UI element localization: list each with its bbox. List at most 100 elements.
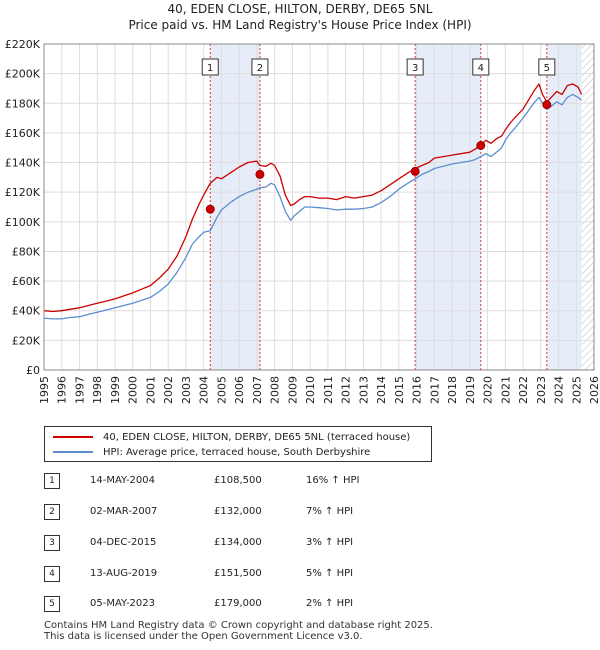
x-tick-label: 2024: [553, 376, 566, 404]
y-tick-label: £100K: [5, 216, 41, 229]
transaction-point: [476, 141, 486, 151]
x-tick-label: 2020: [482, 376, 495, 404]
plot-border: [43, 43, 595, 371]
x-tick-label: 2010: [304, 376, 317, 404]
transaction-hpi-diff: 16% ↑ HPI: [306, 475, 360, 486]
table-row: 3 04-DEC-2015 £134,000 3% ↑ HPI: [44, 535, 444, 551]
transaction-label: 2: [257, 63, 263, 74]
transaction-label-box: [406, 58, 424, 76]
transaction-price: £134,000: [214, 537, 262, 548]
y-tick-label: £160K: [5, 127, 41, 140]
hpi-line: [43, 93, 583, 320]
x-tick-label: 2011: [322, 376, 335, 404]
table-row: 1 14-MAY-2004 £108,500 16% ↑ HPI: [44, 473, 444, 489]
x-tick-label: 2015: [393, 376, 406, 404]
table-row: 5 05-MAY-2023 £179,000 2% ↑ HPI: [44, 596, 444, 612]
transaction-hpi-diff: 7% ↑ HPI: [306, 506, 354, 517]
y-tick-label: £20K: [12, 334, 41, 347]
transaction-point: [542, 100, 552, 110]
price-chart: 1 2 3 4 5 £0 £20K £40K £60K £80K £100K £120K £140K £…: [5, 38, 600, 404]
transaction-date: 02-MAR-2007: [90, 506, 158, 517]
x-tick-label: 2017: [428, 376, 441, 404]
x-tick-label: 2000: [127, 376, 140, 404]
transaction-number: 5: [44, 596, 60, 612]
transaction-price: £108,500: [214, 475, 262, 486]
x-tick-label: 1999: [109, 376, 122, 404]
x-tick-label: 2026: [588, 376, 600, 404]
x-tick-label: 2025: [570, 376, 583, 404]
x-tick-label: 2002: [162, 376, 175, 404]
x-tick-label: 2012: [340, 376, 353, 404]
x-tick-label: 2007: [251, 376, 264, 404]
chart-title: 40, EDEN CLOSE, HILTON, DERBY, DE65 5NL: [167, 2, 433, 16]
transaction-date: 04-DEC-2015: [90, 537, 157, 548]
x-tick-label: 2004: [198, 376, 211, 404]
legend-item-hpi: HPI: Average price, terraced house, Sout…: [53, 445, 370, 459]
transaction-number: 2: [44, 504, 60, 520]
x-tick-label: 2021: [499, 376, 512, 404]
x-tick-label: 2016: [411, 376, 424, 404]
transaction-label-box: [472, 58, 490, 76]
transaction-hpi-diff: 5% ↑ HPI: [306, 568, 354, 579]
transaction-date: 13-AUG-2019: [90, 568, 158, 579]
x-tick-label: 1995: [38, 376, 51, 404]
x-tick-label: 2005: [215, 376, 228, 404]
x-tick-label: 2013: [357, 376, 370, 404]
x-tick-label: 2023: [535, 376, 548, 404]
x-tick-label: 2006: [233, 376, 246, 404]
x-tick-label: 2022: [517, 376, 530, 404]
x-tick-label: 2003: [180, 376, 193, 404]
y-tick-label: £140K: [5, 157, 41, 170]
transaction-number: 3: [44, 535, 60, 551]
transaction-price: £179,000: [214, 598, 262, 609]
x-tick-label: 1997: [73, 376, 86, 404]
x-tick-label: 2019: [464, 376, 477, 404]
footer-copyright: Contains HM Land Registry data © Crown c…: [44, 620, 433, 631]
transaction-label-box: [201, 58, 219, 76]
transaction-label: 5: [544, 63, 550, 74]
transaction-label-box: [538, 58, 556, 76]
transaction-label: 3: [412, 63, 418, 74]
y-tick-label: £200K: [5, 68, 41, 81]
legend-swatch-property: [53, 436, 93, 438]
transaction-label: 4: [478, 63, 484, 74]
y-tick-label: £40K: [12, 305, 41, 318]
forecast-hatch: [581, 44, 594, 370]
transaction-hpi-diff: 3% ↑ HPI: [306, 537, 354, 548]
ownership-period-shade: [415, 44, 481, 370]
transaction-point: [255, 169, 265, 179]
y-tick-label: £220K: [5, 38, 41, 51]
x-tick-label: 2008: [269, 376, 282, 404]
legend-label-hpi: HPI: Average price, terraced house, Sout…: [103, 446, 371, 458]
transaction-price: £151,500: [214, 568, 262, 579]
chart-subtitle: Price paid vs. HM Land Registry's House …: [128, 18, 472, 32]
table-row: 2 02-MAR-2007 £132,000 7% ↑ HPI: [44, 504, 444, 520]
ownership-period-shade: [210, 44, 260, 370]
x-tick-label: 2018: [446, 376, 459, 404]
transaction-price: £132,000: [214, 506, 262, 517]
plot-background: [44, 44, 594, 370]
transaction-number: 4: [44, 566, 60, 582]
transaction-date: 14-MAY-2004: [90, 475, 156, 486]
transaction-hpi-diff: 2% ↑ HPI: [306, 598, 354, 609]
transaction-date: 05-MAY-2023: [90, 598, 156, 609]
transaction-point: [205, 204, 215, 214]
x-tick-label: 1998: [91, 376, 104, 404]
footer-licence: This data is licensed under the Open Gov…: [44, 631, 363, 642]
legend-swatch-hpi: [53, 451, 93, 453]
transaction-point: [410, 166, 420, 176]
legend-label-property: 40, EDEN CLOSE, HILTON, DERBY, DE65 5NL …: [103, 431, 411, 443]
legend: 40, EDEN CLOSE, HILTON, DERBY, DE65 5NL …: [44, 426, 432, 462]
x-tick-label: 2001: [144, 376, 157, 404]
y-tick-label: £60K: [12, 275, 41, 288]
x-tick-label: 1996: [56, 376, 69, 404]
y-tick-label: £0: [26, 364, 40, 377]
table-row: 4 13-AUG-2019 £151,500 5% ↑ HPI: [44, 566, 444, 582]
y-tick-label: £120K: [5, 186, 41, 199]
transaction-label: 1: [207, 63, 213, 74]
transaction-label-box: [251, 58, 269, 76]
x-tick-label: 2014: [375, 376, 388, 404]
transaction-number: 1: [44, 473, 60, 489]
legend-item-property: 40, EDEN CLOSE, HILTON, DERBY, DE65 5NL …: [53, 430, 410, 444]
x-tick-label: 2009: [286, 376, 299, 404]
